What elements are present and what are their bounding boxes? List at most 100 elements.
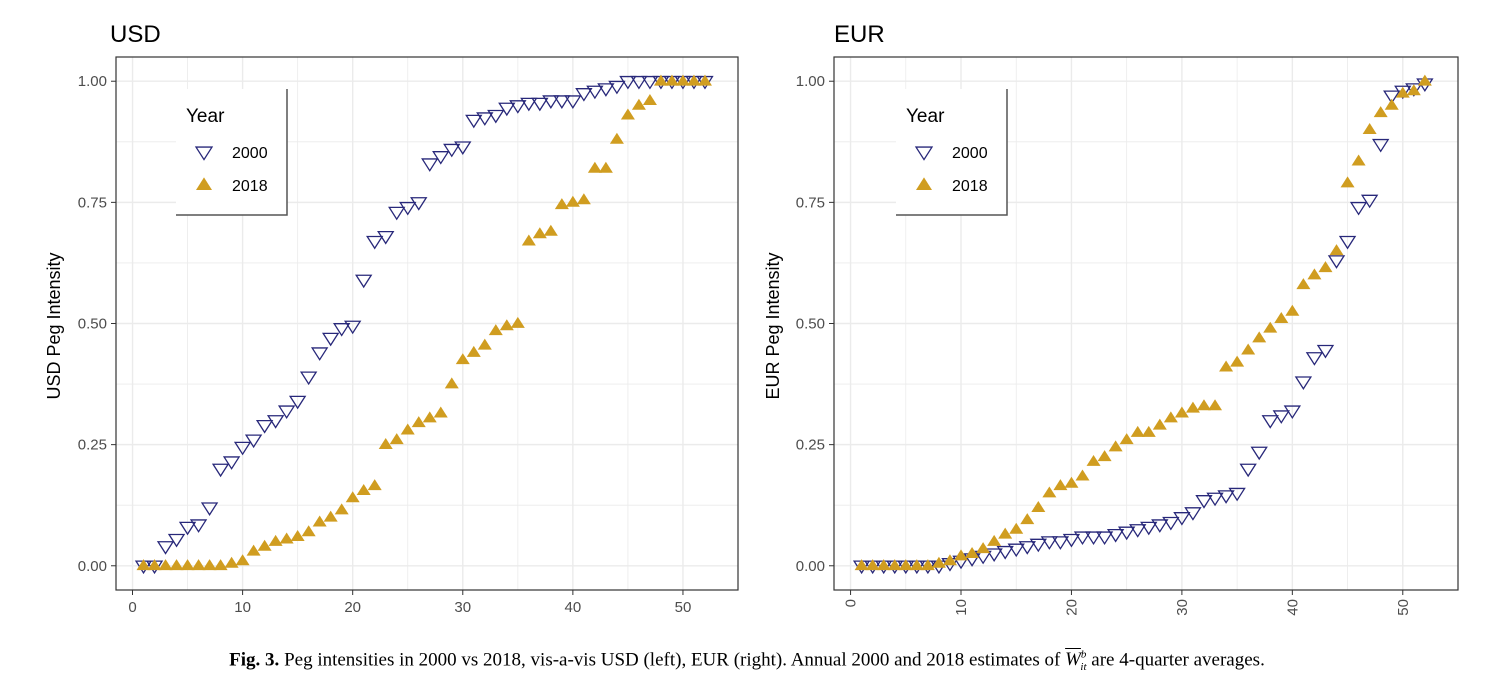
eur-point-2000 — [1372, 138, 1390, 153]
usd-point-2018 — [389, 433, 404, 445]
eur-point-2018 — [1042, 486, 1057, 498]
usd-point-2018 — [158, 559, 173, 571]
eur-point-2018 — [1097, 450, 1112, 462]
usd-point-2000 — [332, 323, 351, 337]
eur-point-2018 — [1009, 522, 1024, 534]
eur-point-2018 — [1285, 304, 1300, 316]
usd-point-2018 — [378, 437, 393, 449]
eur-point-2000 — [1062, 533, 1081, 548]
eur-point-2000 — [1040, 536, 1059, 550]
eur-point-2000 — [1051, 536, 1070, 550]
eur-point-2000 — [1151, 519, 1169, 533]
usd-point-2018 — [554, 198, 569, 210]
eur-point-2018 — [1252, 331, 1267, 343]
usd-point-2018 — [576, 193, 591, 205]
eur-legend-key-2018 — [916, 177, 932, 190]
usd-point-2000 — [288, 395, 307, 410]
eur-point-2018 — [1208, 399, 1223, 411]
usd-point-2000 — [410, 197, 428, 211]
caption-math: Wbit — [1065, 649, 1087, 674]
usd-point-2018 — [620, 108, 635, 120]
usd-point-2000 — [211, 463, 230, 478]
eur-point-2000 — [1405, 83, 1423, 97]
eur-point-2000 — [1007, 543, 1025, 558]
usd-point-2000 — [355, 274, 373, 289]
usd-point-2000 — [178, 521, 197, 536]
eur-point-2018 — [1274, 312, 1289, 323]
usd-point-2018 — [642, 93, 657, 105]
usd-point-2000 — [200, 502, 219, 516]
eur-point-2018 — [1340, 176, 1355, 188]
eur-panel: EUR EUR Peg Intensity 0 10 20 30 40 50 0.00 0.2… — [763, 21, 1459, 616]
caption-math-sup: b — [1080, 649, 1087, 661]
eur-point-2018 — [987, 534, 1002, 546]
eur-axes: 0 10 20 30 40 50 0.00 0.25 0.50 0.75 1.00 — [796, 73, 1412, 615]
eur-point-2000 — [1250, 446, 1268, 461]
eur-legend-title: Year — [906, 106, 945, 127]
usd-point-2000 — [388, 206, 406, 221]
usd-point-2018 — [466, 345, 481, 357]
eur-point-2000 — [985, 548, 1003, 562]
eur-point-2000 — [1228, 487, 1246, 502]
usd-point-2000 — [233, 441, 252, 456]
usd-point-2018 — [433, 406, 448, 418]
caption-math-symbol: W — [1065, 649, 1081, 671]
usd-point-2018 — [169, 559, 184, 571]
usd-y-tick-label: 1.00 — [78, 73, 107, 90]
eur-series-2018 — [854, 74, 1432, 571]
usd-point-2018 — [664, 74, 679, 86]
eur-point-2018 — [1406, 84, 1421, 96]
usd-x-tick-label: 10 — [234, 599, 251, 616]
eur-point-2000 — [1294, 376, 1313, 390]
eur-point-2000 — [1117, 526, 1136, 541]
eur-point-2000 — [1327, 255, 1346, 269]
usd-point-2018 — [290, 530, 305, 542]
eur-point-2000 — [996, 545, 1014, 560]
eur-point-2018 — [876, 559, 891, 571]
eur-point-2018 — [1163, 411, 1178, 423]
eur-point-2018 — [1373, 106, 1388, 118]
usd-point-2018 — [675, 74, 690, 86]
usd-point-2018 — [279, 532, 294, 544]
eur-point-2018 — [1384, 98, 1399, 110]
usd-point-2018 — [345, 491, 360, 503]
eur-legend-key-2000 — [914, 146, 934, 161]
eur-point-2000 — [1338, 235, 1357, 250]
eur-point-2018 — [909, 559, 924, 571]
caption-label: Fig. 3. — [229, 649, 280, 671]
usd-point-2018 — [609, 132, 624, 144]
eur-point-2018 — [965, 547, 980, 558]
usd-point-2000 — [255, 419, 274, 434]
usd-y-axis-label: USD Peg Intensity — [44, 252, 64, 399]
usd-point-2018 — [510, 316, 525, 328]
eur-point-2000 — [1360, 194, 1379, 209]
usd-point-2018 — [246, 544, 261, 556]
eur-point-2018 — [1196, 399, 1211, 411]
eur-point-2018 — [1241, 343, 1256, 355]
eur-legend-shadow — [896, 89, 1008, 216]
eur-point-2018 — [898, 559, 913, 571]
usd-point-2018 — [235, 554, 250, 566]
usd-point-2000 — [421, 158, 439, 172]
eur-point-2018 — [1075, 469, 1090, 481]
eur-x-tick-label: 20 — [1063, 599, 1080, 616]
eur-point-2000 — [1394, 85, 1412, 100]
usd-point-2018 — [224, 556, 239, 568]
usd-point-2018 — [136, 559, 151, 571]
eur-point-2018 — [1263, 321, 1278, 333]
usd-point-2000 — [641, 75, 659, 90]
eur-legend-label-2000: 2000 — [952, 145, 988, 162]
usd-point-2018 — [411, 416, 426, 428]
eur-point-2000 — [1162, 516, 1180, 531]
caption-text: Peg intensities in 2000 vs 2018, vis-a-v… — [284, 649, 1061, 671]
usd-point-2000 — [597, 83, 615, 97]
eur-point-2000 — [1140, 521, 1158, 536]
eur-legend-label-2018: 2018 — [952, 178, 988, 195]
eur-point-2000 — [1129, 524, 1147, 538]
eur-point-2000 — [1073, 531, 1092, 546]
caption-math-sub: it — [1080, 661, 1087, 674]
usd-point-2000 — [310, 347, 329, 361]
eur-point-2000 — [1173, 512, 1191, 526]
eur-legend-box — [896, 89, 1007, 215]
